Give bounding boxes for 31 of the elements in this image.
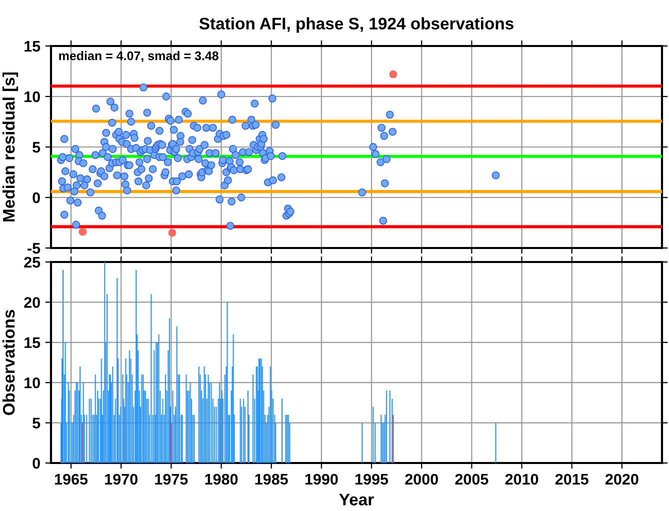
- y-tick-label: 5: [32, 418, 40, 428]
- x-tick-label: 1970: [105, 474, 138, 485]
- x-tick-label: 2005: [455, 474, 488, 485]
- point: [78, 228, 87, 236]
- x-tick-label: 1975: [155, 474, 188, 485]
- point: [168, 228, 176, 237]
- x-tick-label: 1995: [355, 474, 388, 485]
- y-tick-label: 25: [24, 256, 40, 268]
- x-tick-label: 2020: [605, 474, 638, 485]
- chart-title: Station AFI, phase S, 1924 observations: [199, 17, 514, 33]
- x-tick-label: 2010: [505, 474, 538, 485]
- y-tick-label: 20: [24, 297, 40, 308]
- point: [389, 70, 398, 78]
- y-axis-title: Observations: [2, 310, 15, 416]
- y-tick-label: 0: [32, 458, 40, 469]
- y-tick-label: 15: [24, 41, 40, 52]
- y-tick-label: 5: [32, 142, 40, 153]
- x-tick-label: 1990: [305, 474, 338, 485]
- x-tick-label: 1985: [255, 474, 288, 485]
- y-tick-label: 0: [32, 192, 40, 204]
- x-tick-label: 2015: [555, 474, 588, 485]
- y-tick-label: -5: [28, 243, 40, 254]
- y-tick-label: 10: [24, 377, 40, 388]
- x-tick-label: 1980: [205, 474, 238, 485]
- x-tick-label: 2000: [405, 474, 438, 485]
- annotation: median = 4.07, smad = 3.48: [59, 51, 218, 62]
- y-tick-label: 10: [24, 91, 40, 102]
- x-tick-label: 1965: [55, 474, 88, 485]
- y-tick-label: 15: [24, 337, 40, 348]
- x-axis-title: Year: [339, 494, 374, 506]
- y-axis-title: Median residual [s]: [2, 72, 18, 222]
